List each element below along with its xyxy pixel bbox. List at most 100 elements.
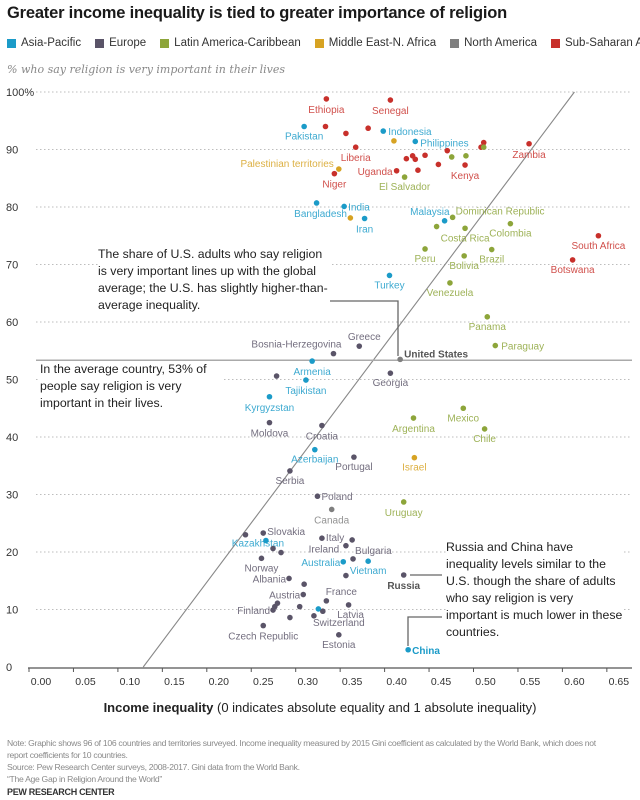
data-point xyxy=(315,606,322,612)
china-callout-line xyxy=(407,616,442,646)
data-label: Ethiopia xyxy=(308,105,345,116)
data-point xyxy=(303,377,309,383)
y-tick-label: 60 xyxy=(6,317,18,329)
x-tick-label: 0.50 xyxy=(475,676,496,688)
data-point xyxy=(400,499,407,505)
data-point xyxy=(347,215,354,221)
data-label: Panama xyxy=(469,322,507,333)
data-label: Kyrgyzstan xyxy=(245,403,294,414)
data-label: Brazil xyxy=(479,255,504,266)
data-label: Switzerland xyxy=(313,618,365,629)
x-axis-title-bold: Income inequality xyxy=(103,700,214,715)
y-tick-label: 90 xyxy=(6,145,18,157)
data-label: Albania xyxy=(253,574,287,585)
data-label: Bulgaria xyxy=(355,546,392,557)
data-label: Dominican Republic xyxy=(456,206,545,217)
data-point xyxy=(323,96,330,102)
x-tick-label: 0.05 xyxy=(75,676,96,688)
data-point xyxy=(314,493,321,500)
data-point xyxy=(319,535,325,541)
legend-item: Europe xyxy=(95,37,146,49)
data-point xyxy=(412,138,419,145)
data-point xyxy=(480,139,487,146)
data-point xyxy=(301,123,307,130)
data-point xyxy=(411,454,418,461)
data-point xyxy=(350,556,356,562)
data-point xyxy=(461,253,467,259)
data-point xyxy=(320,608,326,615)
data-point xyxy=(313,200,320,206)
data-label: Colombia xyxy=(489,229,532,240)
data-point xyxy=(393,167,400,174)
data-point xyxy=(492,342,499,349)
data-label: Slovakia xyxy=(267,527,305,538)
y-tick-label: 40 xyxy=(6,432,18,444)
data-point xyxy=(351,454,357,460)
data-label: Australia xyxy=(301,558,340,569)
legend-label: Sub-Saharan Africa xyxy=(564,37,640,49)
legend: Asia-Pacific Europe Latin America-Caribb… xyxy=(7,37,640,49)
data-point xyxy=(340,558,347,565)
trend-line xyxy=(142,91,575,668)
data-point xyxy=(242,531,249,538)
data-point xyxy=(441,218,448,224)
data-point xyxy=(311,613,317,619)
data-point xyxy=(365,125,371,132)
data-point xyxy=(422,246,428,252)
data-label: Peru xyxy=(414,254,435,265)
legend-swatch xyxy=(450,38,460,48)
data-point xyxy=(463,153,469,159)
data-point xyxy=(380,128,387,134)
x-tick-label: 0.00 xyxy=(31,676,52,688)
legend-item: Asia-Pacific xyxy=(7,37,81,49)
data-label: Vietnam xyxy=(350,566,387,577)
data-point xyxy=(387,370,394,376)
data-label: Italy xyxy=(326,533,344,544)
y-tick-label: 50 xyxy=(6,375,18,387)
y-tick-label: 70 xyxy=(6,260,18,272)
data-label: Philippines xyxy=(420,138,468,149)
data-point xyxy=(286,575,292,582)
legend-item: North America xyxy=(450,37,537,49)
data-point xyxy=(422,152,428,159)
data-point xyxy=(448,154,455,160)
legend-swatch xyxy=(95,38,105,48)
y-tick-label: 30 xyxy=(6,490,18,502)
brand-logo: PEW RESEARCH CENTER xyxy=(7,787,115,797)
data-point xyxy=(433,223,440,230)
data-label: Tajikistan xyxy=(285,386,326,397)
data-label: United States xyxy=(404,349,468,360)
data-label: Georgia xyxy=(373,378,409,389)
data-label: Kazakhstan xyxy=(232,539,284,550)
legend-label: North America xyxy=(464,37,537,49)
data-point xyxy=(484,314,491,320)
data-label: Iran xyxy=(356,225,373,236)
data-point xyxy=(343,542,349,549)
data-label: Palestinian territories xyxy=(240,159,333,170)
data-point xyxy=(341,203,347,210)
data-label: Bolivia xyxy=(449,261,479,272)
x-tick-label: 0.15 xyxy=(164,676,185,688)
x-tick-label: 0.65 xyxy=(609,676,630,688)
data-point xyxy=(447,280,453,286)
data-point xyxy=(323,598,330,604)
data-point xyxy=(336,632,342,638)
legend-swatch xyxy=(160,38,170,48)
chart-subtitle: % who say religion is very important in … xyxy=(7,63,286,76)
data-point xyxy=(365,558,371,564)
data-point xyxy=(336,166,342,172)
data-point xyxy=(349,537,355,543)
data-point xyxy=(391,138,397,144)
data-point xyxy=(435,161,442,168)
data-label: Armenia xyxy=(294,367,332,378)
data-label: Uruguay xyxy=(385,508,423,519)
data-point xyxy=(270,607,276,613)
data-point xyxy=(507,220,514,227)
data-label: Paraguay xyxy=(501,342,544,353)
x-tick-label: 0.35 xyxy=(342,676,363,688)
data-label: India xyxy=(348,202,370,213)
note-text: Note: Graphic shows 96 of 106 countries … xyxy=(7,738,596,760)
annotation-russia-china: Russia and China have inequality levels … xyxy=(446,539,624,641)
legend-item: Latin America-Caribbean xyxy=(160,37,301,49)
source-text: Source: Pew Research Center surveys, 200… xyxy=(7,762,300,772)
